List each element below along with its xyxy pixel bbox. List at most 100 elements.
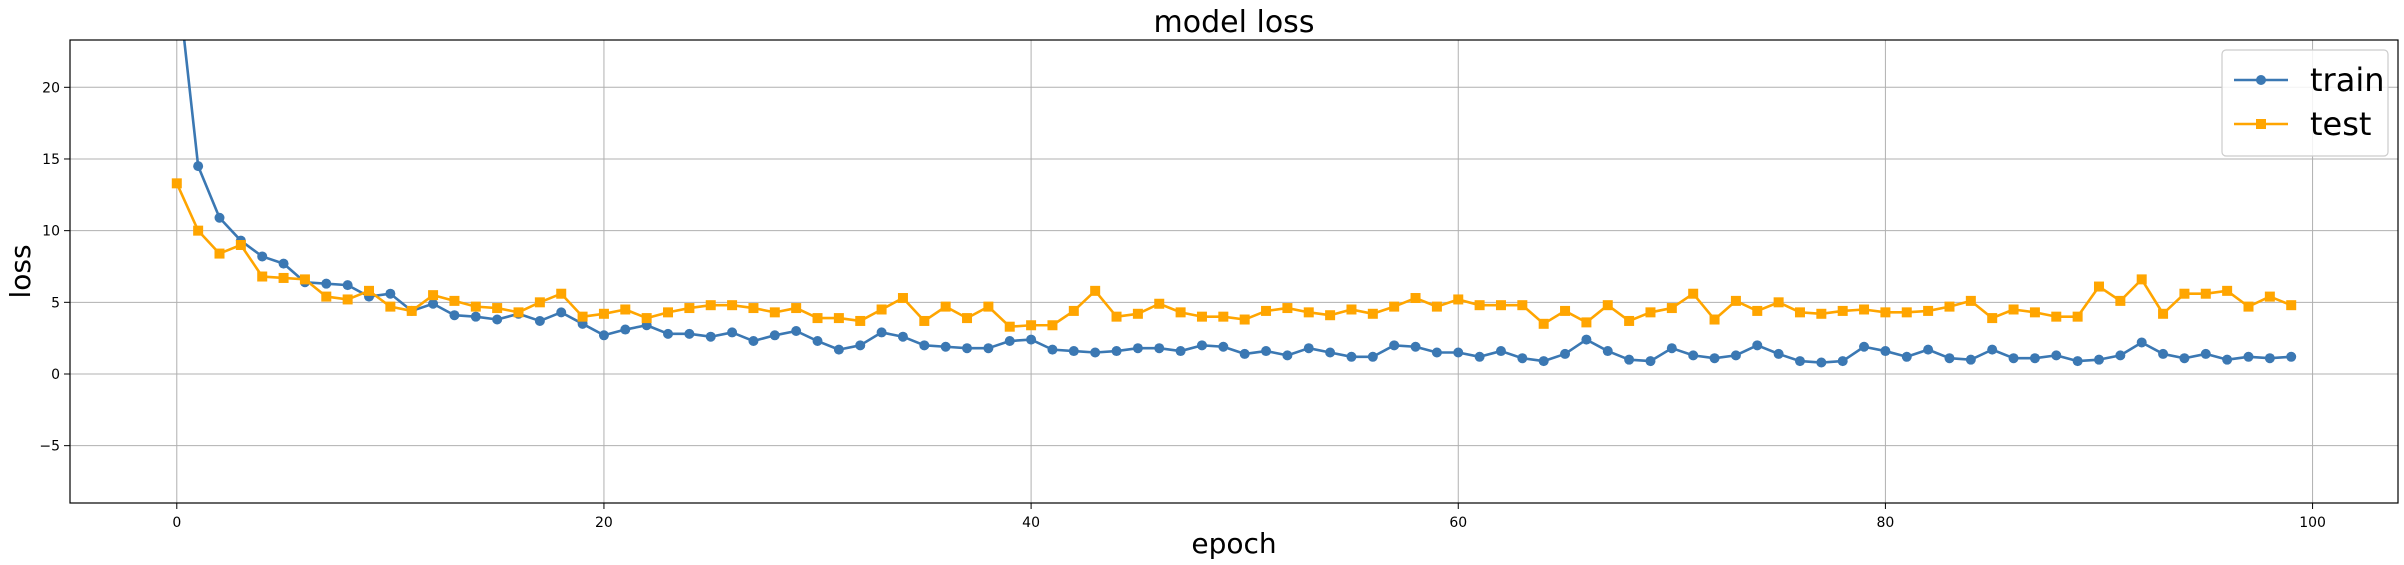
data-point-test [641,313,652,324]
data-point-train [812,336,823,347]
data-point-test [1154,298,1165,309]
data-point-test [2158,308,2169,319]
data-point-test [449,295,460,306]
data-point-test [727,300,738,311]
data-point-test [1325,310,1336,321]
data-point-test [470,301,481,312]
data-point-test [1261,305,1272,316]
data-point-train [2222,354,2233,365]
data-point-train [1132,343,1143,354]
data-point-train [278,258,289,269]
data-point-train [556,307,567,318]
data-point-test [321,291,332,302]
data-point-train [214,212,225,223]
x-tick-label: 40 [1022,515,1040,531]
data-point-train [2286,351,2297,362]
data-point-train [2243,351,2254,362]
data-point-train [1730,350,1741,361]
data-point-train [2200,348,2211,359]
data-point-test [1111,311,1122,322]
data-point-test [1132,308,1143,319]
data-point-train [2158,348,2169,359]
data-point-train [428,298,439,309]
data-point-test [1303,307,1314,318]
data-point-test [2264,291,2275,302]
data-point-test [1880,307,1891,318]
data-point-test [1431,301,1442,312]
data-point-train [620,324,631,335]
data-point-test [2093,281,2104,292]
data-point-test [2029,307,2040,318]
data-point-test [1026,320,1037,331]
data-point-train [1303,343,1314,354]
data-point-test [1517,300,1528,311]
data-point-test [513,307,524,318]
data-point-train [684,328,695,339]
data-point-train [1218,341,1229,352]
data-point-train [1410,341,1421,352]
data-point-train [1987,344,1998,355]
data-point-test [2136,274,2147,285]
data-point-train [1794,356,1805,367]
data-point-train [705,331,716,342]
data-point-test [812,313,823,324]
data-point-test [855,315,866,326]
data-point-test [2072,311,2083,322]
data-point-train [1367,351,1378,362]
series-group [171,40,2297,368]
data-point-test [1645,307,1656,318]
data-point-train [1880,346,1891,357]
data-point-train [1346,351,1357,362]
data-point-train [1965,354,1976,365]
data-point-train [1752,340,1763,351]
data-point-train [449,310,460,321]
y-tick-label: 5 [51,295,60,311]
data-point-test [1495,300,1506,311]
chart-title: model loss [1154,5,1315,40]
x-tick-label: 20 [595,515,613,531]
data-point-test [1218,311,1229,322]
data-point-test [556,288,567,299]
data-point-test [1538,318,1549,329]
data-point-test [1474,300,1485,311]
x-tick-label: 0 [172,515,181,531]
data-point-train [321,278,332,289]
data-point-train [1239,348,1250,359]
data-point-test [2222,285,2233,296]
data-point-train [1859,341,1870,352]
y-axis-label: loss [4,244,37,298]
data-point-test [1859,304,1870,315]
data-point-train [1453,347,1464,358]
data-point-test [1816,308,1827,319]
data-point-test [769,307,780,318]
series-line-train [182,40,2292,364]
data-point-train [1068,346,1079,357]
data-point-train [2136,337,2147,348]
data-point-train [1602,346,1613,357]
data-point-train [1560,348,1571,359]
data-point-train [876,327,887,338]
data-point-test [342,294,353,305]
data-point-train [2072,356,2083,367]
data-point-train [1709,353,1720,364]
data-point-test [705,300,716,311]
data-point-train [1111,346,1122,357]
data-point-train [1837,356,1848,367]
data-point-train [1090,347,1101,358]
data-point-train [1261,346,1272,357]
data-point-test [1944,301,1955,312]
data-point-test [1410,293,1421,304]
data-point-test [364,285,375,296]
data-point-test [1090,285,1101,296]
data-point-train [193,161,204,172]
legend-marker-test [2256,119,2266,129]
data-point-train [470,311,481,322]
data-point-train [769,330,780,341]
y-tick-label: −5 [39,439,60,455]
data-point-test [428,290,439,301]
data-point-train [2093,354,2104,365]
data-point-train [1431,347,1442,358]
data-point-train [1389,340,1400,351]
data-point-test [833,313,844,324]
